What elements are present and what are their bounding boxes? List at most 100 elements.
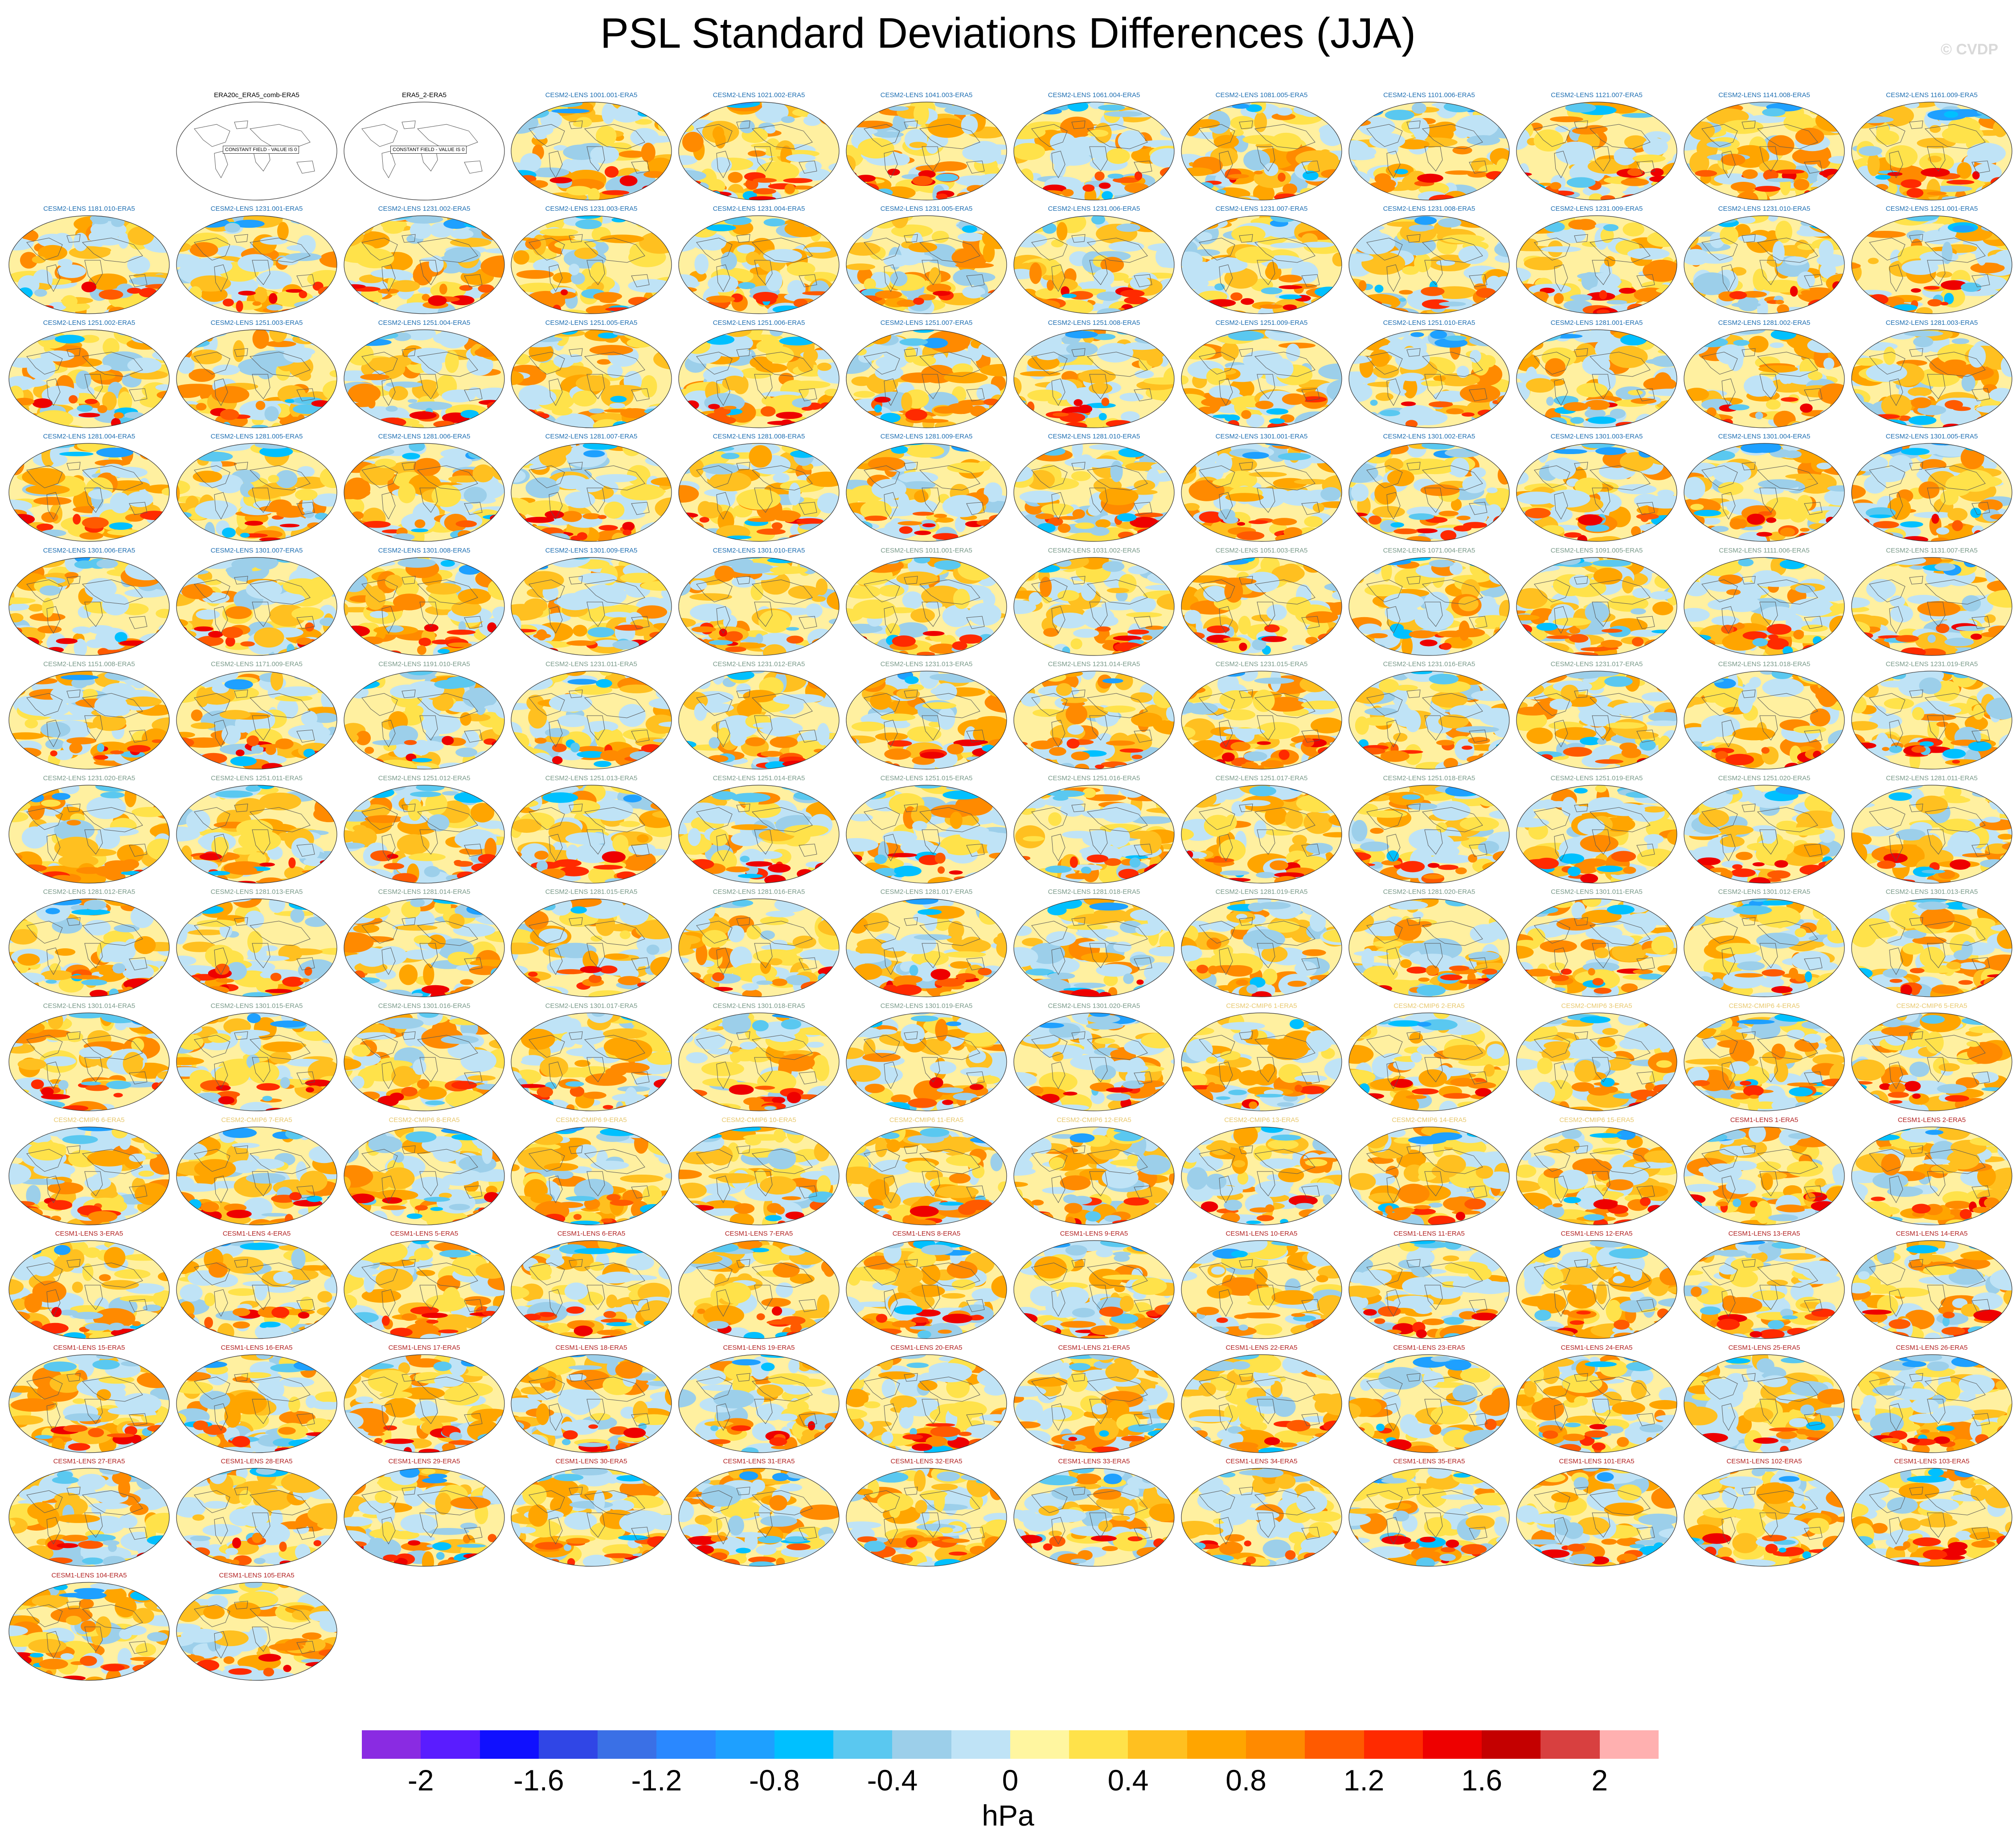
map-panel-title: CESM2-LENS 1231.006-ERA5	[1048, 205, 1140, 213]
world-map	[344, 1012, 505, 1111]
world-map	[1516, 785, 1677, 884]
world-map	[678, 329, 840, 428]
map-panel-title: CESM2-LENS 1251.019-ERA5	[1550, 774, 1643, 782]
map-panel: CESM2-LENS 1301.008-ERA5	[341, 547, 507, 658]
map-panel: CESM2-LENS 1181.010-ERA5	[6, 205, 172, 316]
map-panel: CESM2-LENS 1231.004-ERA5	[676, 205, 842, 316]
world-map	[8, 1240, 170, 1339]
map-panel-title: CESM2-LENS 1251.002-ERA5	[43, 319, 135, 327]
map-panel: CESM2-LENS 1231.012-ERA5	[676, 660, 842, 772]
map-panel-title: CESM1-LENS 33-ERA5	[1058, 1458, 1130, 1465]
map-panel-title: CESM2-LENS 1301.008-ERA5	[378, 547, 471, 554]
world-map	[846, 443, 1007, 542]
world-map	[8, 785, 170, 884]
map-panel: CESM2-LENS 1281.008-ERA5	[676, 433, 842, 544]
map-panel: CESM2-LENS 1281.009-ERA5	[844, 433, 1009, 544]
world-map	[1851, 443, 2012, 542]
map-panel-title: CESM1-LENS 23-ERA5	[1393, 1344, 1465, 1352]
world-map	[1516, 557, 1677, 656]
map-panel: CESM2-LENS 1301.004-ERA5	[1681, 433, 1847, 544]
map-panel-title: CESM2-LENS 1301.003-ERA5	[1550, 433, 1643, 440]
map-panel-title: CESM2-LENS 1231.005-ERA5	[880, 205, 973, 213]
map-panel: CESM1-LENS 14-ERA5	[1849, 1230, 2015, 1341]
world-map	[176, 898, 337, 997]
world-map	[1684, 671, 1845, 770]
map-panel-title: CESM2-LENS 1301.019-ERA5	[880, 1002, 973, 1010]
map-panel-title: CESM2-CMIP6 3-ERA5	[1561, 1002, 1632, 1010]
map-panel-title: CESM2-LENS 1301.020-ERA5	[1048, 1002, 1140, 1010]
map-panel-title: CESM2-LENS 1301.012-ERA5	[1718, 888, 1811, 896]
world-map	[1013, 102, 1175, 201]
world-map	[8, 671, 170, 770]
world-map	[846, 329, 1007, 428]
map-panel: CESM2-LENS 1021.002-ERA5	[676, 91, 842, 203]
map-panel-title: CESM1-LENS 102-ERA5	[1726, 1458, 1802, 1465]
map-panel: CESM1-LENS 6-ERA5	[508, 1230, 674, 1341]
map-panel-title: CESM2-LENS 1281.006-ERA5	[378, 433, 471, 440]
map-panel-title: CESM1-LENS 103-ERA5	[1894, 1458, 1970, 1465]
map-panel: CESM1-LENS 28-ERA5	[174, 1458, 340, 1569]
map-panel: CESM2-LENS 1281.020-ERA5	[1346, 888, 1512, 999]
colorbar-swatch	[479, 1730, 539, 1759]
map-panel-title: CESM2-CMIP6 5-ERA5	[1896, 1002, 1967, 1010]
map-panel-title: CESM2-LENS 1281.005-ERA5	[210, 433, 303, 440]
map-panel-title: CESM2-CMIP6 14-ERA5	[1392, 1116, 1467, 1124]
map-panel-title: CESM2-LENS 1111.006-ERA5	[1719, 547, 1810, 554]
map-panel-title: CESM2-LENS 1151.008-ERA5	[43, 660, 135, 668]
map-panel: CESM2-CMIP6 2-ERA5	[1346, 1002, 1512, 1114]
map-panel: CESM2-LENS 1061.004-ERA5	[1011, 91, 1177, 203]
world-map	[511, 102, 672, 201]
map-panel-title: CESM2-LENS 1231.016-ERA5	[1383, 660, 1475, 668]
colorbar-tick-label: -1.2	[631, 1764, 682, 1797]
map-panel: CESM1-LENS 30-ERA5	[508, 1458, 674, 1569]
map-panel: CESM2-LENS 1301.012-ERA5	[1681, 888, 1847, 999]
map-panel: CESM2-LENS 1231.001-ERA5	[174, 205, 340, 316]
world-map	[344, 329, 505, 428]
world-map	[1851, 1240, 2012, 1339]
world-map	[1516, 898, 1677, 997]
colorbar-swatch	[1246, 1730, 1305, 1759]
map-panel: CESM2-LENS 1251.013-ERA5	[508, 774, 674, 886]
world-map	[1684, 1468, 1845, 1567]
constant-field-label: CONSTANT FIELD - VALUE IS 0	[223, 146, 299, 154]
map-panel: CESM1-LENS 16-ERA5	[174, 1344, 340, 1455]
map-panel-title: CESM2-LENS 1231.008-ERA5	[1383, 205, 1475, 213]
map-panel: CESM2-LENS 1231.019-ERA5	[1849, 660, 2015, 772]
colorbar-tick-label: 2	[1591, 1764, 1608, 1797]
map-panel-title: CESM2-LENS 1251.008-ERA5	[1048, 319, 1140, 327]
map-panel: CESM1-LENS 34-ERA5	[1179, 1458, 1344, 1569]
map-panel-title: CESM2-LENS 1251.020-ERA5	[1718, 774, 1811, 782]
world-map	[344, 1126, 505, 1225]
world-map	[344, 557, 505, 656]
map-panel: CESM2-LENS 1051.003-ERA5	[1179, 547, 1344, 658]
map-panel: CESM2-LENS 1251.010-ERA5	[1346, 319, 1512, 430]
map-panel: CESM1-LENS 29-ERA5	[341, 1458, 507, 1569]
world-map	[1348, 443, 1510, 542]
world-map	[176, 1240, 337, 1339]
map-panel-title: CESM2-LENS 1301.013-ERA5	[1885, 888, 1978, 896]
world-map	[678, 1240, 840, 1339]
map-panel: CESM2-LENS 1231.003-ERA5	[508, 205, 674, 316]
map-panel: CESM1-LENS 104-ERA5	[6, 1572, 172, 1683]
map-panel-title: CESM2-LENS 1301.011-ERA5	[1551, 888, 1643, 896]
world-map	[1516, 329, 1677, 428]
world-map	[1348, 329, 1510, 428]
world-map	[1348, 1126, 1510, 1225]
world-map	[344, 443, 505, 542]
world-map	[8, 1354, 170, 1453]
map-panel: CESM2-LENS 1281.018-ERA5	[1011, 888, 1177, 999]
map-panel-title: CESM2-LENS 1171.009-ERA5	[211, 660, 303, 668]
map-panel: CESM1-LENS 102-ERA5	[1681, 1458, 1847, 1569]
map-panel-title: CESM2-CMIP6 13-ERA5	[1224, 1116, 1299, 1124]
map-panel: CESM2-LENS 1301.019-ERA5	[844, 1002, 1009, 1114]
map-panel-title: CESM2-LENS 1121.007-ERA5	[1551, 91, 1643, 99]
map-panel-title: CESM1-LENS 6-ERA5	[557, 1230, 626, 1237]
map-panel-title: CESM2-LENS 1231.018-ERA5	[1718, 660, 1811, 668]
world-map	[678, 898, 840, 997]
world-map	[176, 785, 337, 884]
world-map	[1013, 1354, 1175, 1453]
map-panel: CESM2-LENS 1231.018-ERA5	[1681, 660, 1847, 772]
map-panel: CESM1-LENS 5-ERA5	[341, 1230, 507, 1341]
map-panel-title: CESM1-LENS 20-ERA5	[890, 1344, 963, 1352]
world-map	[8, 1126, 170, 1225]
